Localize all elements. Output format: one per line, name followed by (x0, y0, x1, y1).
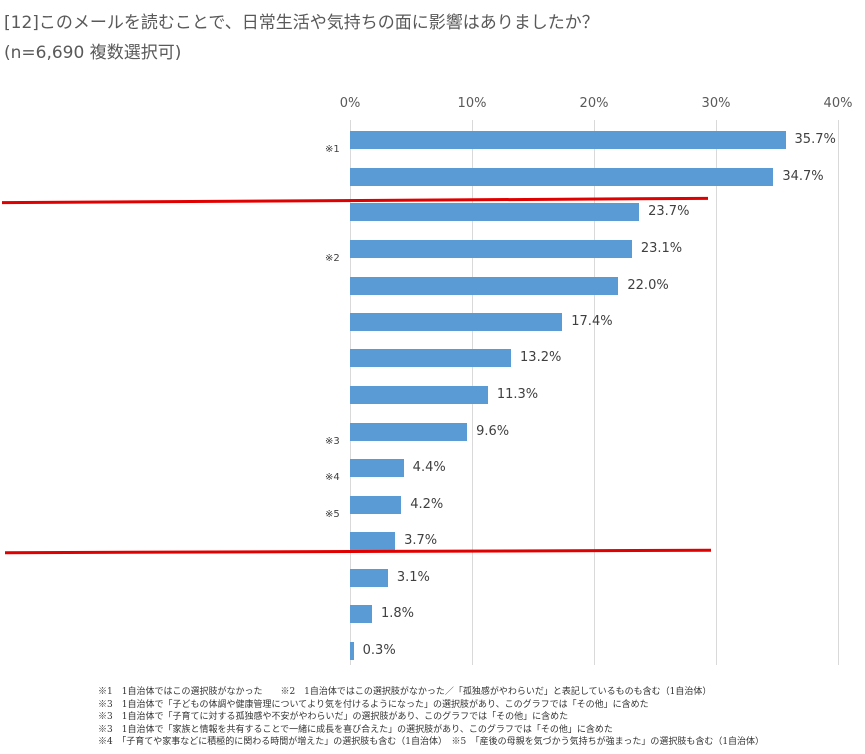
bar (350, 605, 372, 623)
footnote: ※4 「子育てや家事などに積極的に関わる時間が増えた」の選択肢も含む（1自治体）… (98, 737, 765, 748)
footnote-mark: ※3 (325, 436, 340, 447)
bar (350, 642, 354, 660)
x-tick-label: 40% (823, 96, 853, 111)
data-label: 23.1% (640, 241, 683, 256)
footnote-mark: ※2 (325, 253, 340, 264)
footnotes: ※1 1自治体ではこの選択肢がなかった ※2 1自治体ではこの選択肢がなかった／… (98, 686, 764, 749)
bar (350, 496, 402, 514)
bar (350, 277, 619, 295)
footnote: ※3 1自治体で「家族と情報を共有することで一緒に成長を喜び合えた」の選択肢があ… (98, 724, 613, 735)
data-label: 4.4% (412, 460, 446, 475)
x-tick-label: 30% (701, 96, 731, 111)
data-label: 1.8% (380, 606, 414, 621)
data-label: 34.7% (782, 169, 824, 184)
data-label: 11.3% (496, 387, 539, 402)
data-label: 0.3% (362, 643, 396, 658)
data-label: 13.2% (520, 350, 562, 365)
gridline (838, 120, 839, 665)
footnote: ※1 1自治体ではこの選択肢がなかった ※2 1自治体ではこの選択肢がなかった／… (98, 687, 712, 697)
chart-subtitle: (n=6,690 複数選択可) (4, 43, 182, 63)
footnote-mark: ※5 (325, 509, 340, 520)
data-label: 23.7% (648, 204, 690, 219)
footnote-mark: ※4 (325, 472, 340, 483)
data-label: 22.0% (627, 278, 669, 293)
data-label: 3.7% (404, 533, 438, 548)
data-label: 9.6% (476, 424, 510, 439)
bar (350, 569, 388, 587)
bar (350, 349, 512, 367)
data-label: 17.4% (571, 314, 613, 329)
bar (350, 532, 396, 550)
x-tick-label: 10% (457, 96, 487, 111)
bar (350, 313, 563, 331)
data-label: 3.1% (396, 570, 430, 585)
bar (350, 240, 632, 258)
bar (350, 386, 488, 404)
gridline (594, 120, 595, 665)
footnote-mark: ※1 (325, 144, 340, 155)
chart-title: [12]このメールを読むことで、日常生活や気持ちの面に影響はありましたか？ (4, 13, 599, 33)
x-tick-label: 0% (339, 96, 361, 111)
gridline (716, 120, 717, 665)
footnote: ※3 1自治体で「子どもの体調や健康管理についてより気を付けるようになった」の選… (98, 699, 649, 710)
data-label: 4.2% (410, 497, 444, 512)
data-label: 35.7% (794, 132, 836, 147)
bar (350, 131, 786, 149)
x-tick-label: 20% (579, 96, 609, 111)
bar (350, 423, 468, 441)
footnote: ※3 1自治体で「子育てに対する孤独感や不安がやわらいだ」の選択肢があり、このグ… (98, 712, 569, 723)
bar (350, 203, 640, 221)
bar (350, 168, 774, 186)
highlight-underline (4, 548, 712, 555)
bar (350, 459, 404, 477)
